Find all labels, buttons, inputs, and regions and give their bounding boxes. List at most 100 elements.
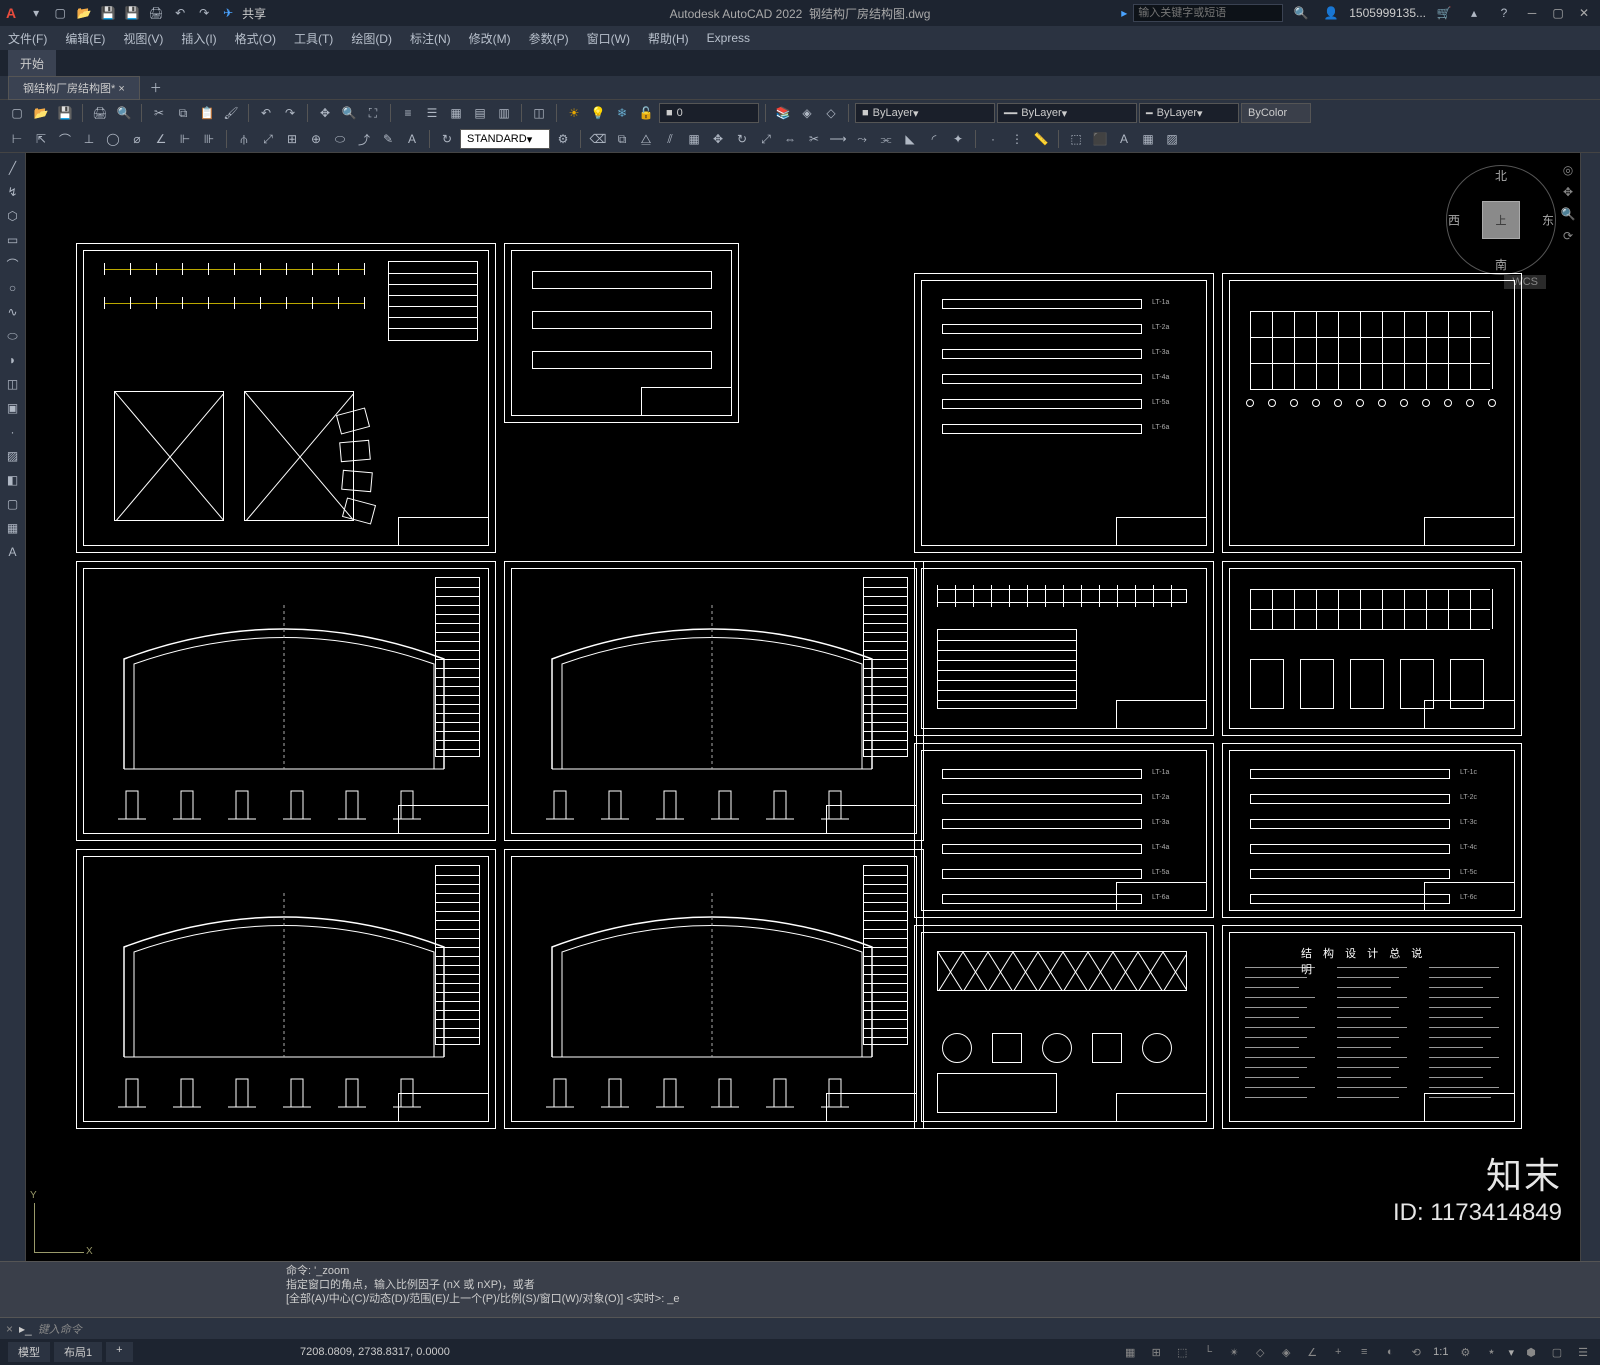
rb-copy-icon[interactable]: ⧉ — [172, 102, 194, 124]
tool-arc-icon[interactable]: ⌒ — [2, 253, 24, 275]
dim-style-icon[interactable]: ⚙ — [552, 128, 574, 150]
qat-dropdown-icon[interactable]: ▾ — [26, 3, 46, 23]
grp-icon[interactable]: ⬚ — [1065, 128, 1087, 150]
ungrp-icon[interactable]: ⬛ — [1089, 128, 1111, 150]
tool-ellipse-icon[interactable]: ⬭ — [2, 325, 24, 347]
maximize-button[interactable]: ▢ — [1548, 3, 1568, 23]
tool-gradient-icon[interactable]: ◧ — [2, 469, 24, 491]
dim-edit-icon[interactable]: ✎ — [377, 128, 399, 150]
rb-tool-icon[interactable]: ▤ — [469, 102, 491, 124]
plot-icon[interactable]: 🖨 — [146, 3, 166, 23]
dim-arc-icon[interactable]: ⌒ — [54, 128, 76, 150]
rb-zoomext-icon[interactable]: ⛶ — [362, 102, 384, 124]
table-icon[interactable]: ▦ — [1137, 128, 1159, 150]
help-search-input[interactable] — [1133, 4, 1283, 22]
rb-layers-icon[interactable]: ≡ — [397, 102, 419, 124]
menu-tools[interactable]: 工具(T) — [294, 30, 333, 47]
redo-icon[interactable]: ↷ — [194, 3, 214, 23]
rb-freeze-icon[interactable]: ❄ — [611, 102, 633, 124]
dim-insp-icon[interactable]: ⬭ — [329, 128, 351, 150]
st-ortho-icon[interactable]: └ — [1199, 1343, 1217, 1361]
menu-help[interactable]: 帮助(H) — [648, 30, 689, 47]
rb-pan-icon[interactable]: ✥ — [314, 102, 336, 124]
rb-design-icon[interactable]: ▦ — [445, 102, 467, 124]
hatch-icon[interactable]: ▨ — [1161, 128, 1183, 150]
st-3dosnap-icon[interactable]: ◈ — [1277, 1343, 1295, 1361]
st-lw-icon[interactable]: ≡ — [1355, 1343, 1373, 1361]
help-icon[interactable]: ? — [1494, 3, 1514, 23]
tool-spline-icon[interactable]: ∿ — [2, 301, 24, 323]
st-gear-icon[interactable]: ⚙ — [1456, 1343, 1474, 1361]
tool-rect-icon[interactable]: ▭ — [2, 229, 24, 251]
command-line[interactable]: × ▸_ 键入命令 — [0, 1317, 1600, 1339]
share-icon[interactable]: ✈ — [218, 3, 238, 23]
mod-scale-icon[interactable]: ⤢ — [755, 128, 777, 150]
rb-layiso-icon[interactable]: ◈ — [796, 102, 818, 124]
text-icon[interactable]: A — [1113, 128, 1135, 150]
dim-cen-icon[interactable]: ⊕ — [305, 128, 327, 150]
nav-zoom-icon[interactable]: 🔍 — [1560, 207, 1576, 223]
rb-lock-icon[interactable]: 🔓 — [635, 102, 657, 124]
dimstyle-combo[interactable]: STANDARD ▾ — [460, 129, 550, 149]
mod-fillet-icon[interactable]: ◜ — [923, 128, 945, 150]
cmd-arrow-icon[interactable]: ▸_ — [19, 1322, 32, 1336]
dim-aligned-icon[interactable]: ⇱ — [30, 128, 52, 150]
dim-update-icon[interactable]: ↻ — [436, 128, 458, 150]
save-icon[interactable]: 💾 — [98, 3, 118, 23]
mod-trim-icon[interactable]: ✂ — [803, 128, 825, 150]
doc-tab[interactable]: 钢结构厂房结构图* × — [8, 76, 140, 100]
dim-jog-icon[interactable]: ⤴ — [353, 128, 375, 150]
menu-file[interactable]: 文件(F) — [8, 30, 47, 47]
user-label[interactable]: 1505999135... — [1349, 6, 1426, 20]
mod-join-icon[interactable]: ⫘ — [875, 128, 897, 150]
plotstyle-combo[interactable]: ByColor — [1241, 103, 1311, 123]
tool-table-icon[interactable]: ▦ — [2, 517, 24, 539]
tool-polygon-icon[interactable]: ⬡ — [2, 205, 24, 227]
st-polar-icon[interactable]: ✴ — [1225, 1343, 1243, 1361]
tab-start[interactable]: 开始 — [8, 50, 56, 76]
drawing-canvas[interactable]: ◎ ✥ 🔍 ⟳ 北 南 东 西 上 WCS X Y 知末 ID: 1173414… — [26, 153, 1580, 1261]
st-zoom[interactable]: ▾ — [1508, 1346, 1514, 1359]
apps-icon[interactable]: ▴ — [1464, 3, 1484, 23]
rb-new-icon[interactable]: ▢ — [6, 102, 28, 124]
new-icon[interactable]: ▢ — [50, 3, 70, 23]
mod-rotate-icon[interactable]: ↻ — [731, 128, 753, 150]
tool-pline-icon[interactable]: ↯ — [2, 181, 24, 203]
tool-point-icon[interactable]: · — [2, 421, 24, 443]
lweight-combo[interactable]: ━ ByLayer ▾ — [1139, 103, 1239, 123]
st-grid-icon[interactable]: ⊞ — [1147, 1343, 1165, 1361]
tool-circle-icon[interactable]: ○ — [2, 277, 24, 299]
dim-tol-icon[interactable]: ⊞ — [281, 128, 303, 150]
rb-sheet-icon[interactable]: ▥ — [493, 102, 515, 124]
viewcube-face[interactable]: 上 — [1482, 201, 1520, 239]
mod-stretch-icon[interactable]: ⇔ — [779, 128, 801, 150]
color-combo[interactable]: ■ ByLayer ▾ — [855, 103, 995, 123]
mod-extend-icon[interactable]: ⟶ — [827, 128, 849, 150]
menu-format[interactable]: 格式(O) — [235, 30, 276, 47]
mod-offset-icon[interactable]: ⫽ — [659, 128, 681, 150]
nav-orbit-icon[interactable]: ⟳ — [1560, 229, 1576, 245]
rb-save-icon[interactable]: 💾 — [54, 102, 76, 124]
rb-block-icon[interactable]: ◫ — [528, 102, 550, 124]
st-anno-icon[interactable]: ⭑ — [1482, 1343, 1500, 1361]
st-otrack-icon[interactable]: ∠ — [1303, 1343, 1321, 1361]
mod-copy-icon[interactable]: ⧉ — [611, 128, 633, 150]
rb-undo-icon[interactable]: ↶ — [255, 102, 277, 124]
rb-match-icon[interactable]: 🖌 — [220, 102, 242, 124]
rb-sun-icon[interactable]: ☀ — [563, 102, 585, 124]
rb-cut-icon[interactable]: ✂ — [148, 102, 170, 124]
layer-combo[interactable]: ■ 0 — [659, 103, 759, 123]
nav-wheel-icon[interactable]: ◎ — [1560, 163, 1576, 179]
dim-ang-icon[interactable]: ∠ — [150, 128, 172, 150]
search-icon[interactable]: 🔍 — [1291, 3, 1311, 23]
mod-erase-icon[interactable]: ⌫ — [587, 128, 609, 150]
tab-layout1[interactable]: 布局1 — [54, 1342, 102, 1362]
user-icon[interactable]: 👤 — [1321, 3, 1341, 23]
st-iso-icon[interactable]: ⬢ — [1522, 1343, 1540, 1361]
menu-insert[interactable]: 插入(I) — [181, 30, 216, 47]
st-osnap-icon[interactable]: ◇ — [1251, 1343, 1269, 1361]
menu-draw[interactable]: 绘图(D) — [351, 30, 392, 47]
dim-linear-icon[interactable]: ⊢ — [6, 128, 28, 150]
mod-break-icon[interactable]: ⤳ — [851, 128, 873, 150]
st-custom-icon[interactable]: ☰ — [1574, 1343, 1592, 1361]
